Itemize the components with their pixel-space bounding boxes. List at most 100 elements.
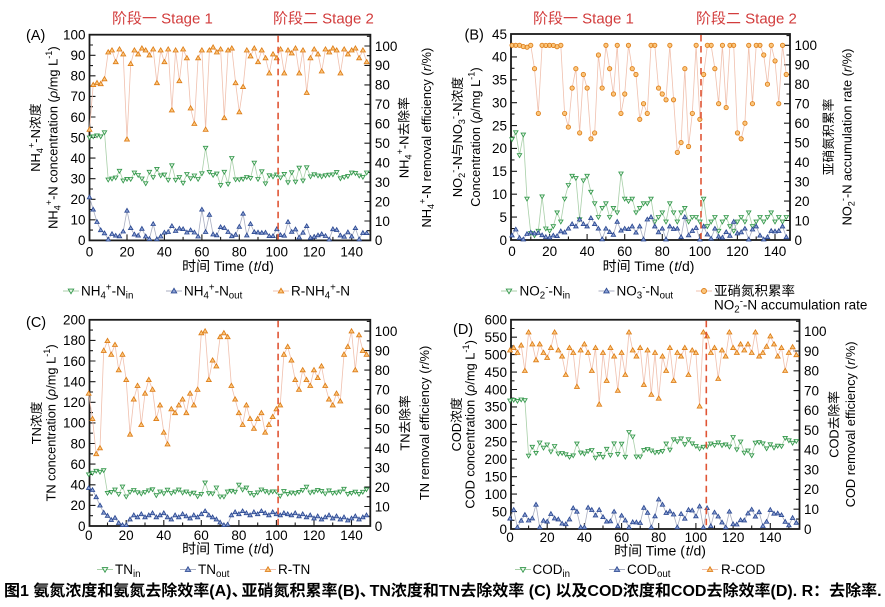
svg-text:80: 80 [232, 244, 247, 259]
svg-text:140: 140 [759, 530, 782, 545]
svg-text:25: 25 [492, 118, 507, 133]
svg-text:NH: NH [46, 210, 61, 228]
svg-text:+: + [106, 283, 112, 294]
svg-text:90: 90 [795, 58, 810, 73]
svg-text:t: t [254, 258, 259, 274]
svg-text:-N: -N [46, 186, 61, 200]
svg-text:NO: NO [520, 284, 540, 299]
svg-text:160: 160 [63, 354, 86, 369]
svg-text:30: 30 [795, 174, 810, 189]
svg-text:20: 20 [795, 194, 810, 209]
svg-text:Stage 2: Stage 2 [318, 11, 374, 28]
svg-text:COD removal efficiency (: COD removal efficiency ( [843, 365, 858, 508]
svg-text:t: t [686, 543, 691, 559]
svg-text:ρ: ρ [463, 385, 478, 393]
svg-text:0: 0 [85, 528, 93, 543]
svg-text:30: 30 [804, 463, 819, 478]
svg-text:r: r [419, 66, 434, 71]
svg-text:120: 120 [303, 528, 326, 543]
svg-text:500: 500 [484, 347, 507, 362]
svg-text:120: 120 [63, 395, 86, 410]
svg-text:-: - [449, 116, 459, 119]
svg-text:-N: -N [450, 156, 465, 170]
svg-text:-: - [449, 170, 459, 173]
svg-text:140: 140 [63, 375, 86, 390]
svg-text:300: 300 [484, 417, 507, 432]
svg-text:-N: -N [419, 185, 434, 199]
svg-text:50: 50 [492, 504, 507, 519]
svg-text:NO: NO [617, 284, 637, 299]
svg-text:100: 100 [689, 244, 712, 259]
svg-text:80: 80 [651, 530, 666, 545]
svg-text:400: 400 [484, 382, 507, 397]
svg-text:concentration (: concentration ( [46, 97, 61, 186]
svg-text:ρ: ρ [44, 389, 59, 397]
svg-text:30: 30 [70, 172, 85, 187]
svg-text:COD: COD [587, 583, 623, 600]
svg-text:10: 10 [375, 499, 390, 514]
svg-text:(D). R: (D). R [771, 583, 814, 600]
svg-text:100: 100 [804, 324, 827, 339]
svg-text:in: in [133, 569, 141, 580]
svg-text:TN: TN [198, 562, 216, 577]
svg-text:40: 40 [580, 244, 595, 259]
svg-text:100: 100 [685, 530, 708, 545]
svg-text:4: 4 [35, 148, 45, 153]
svg-text:100: 100 [375, 39, 398, 54]
svg-text:0: 0 [804, 522, 812, 537]
svg-text:60: 60 [614, 530, 629, 545]
svg-text:180: 180 [63, 333, 86, 348]
svg-text:+: + [330, 283, 336, 294]
svg-text:Time (: Time ( [210, 258, 253, 274]
svg-text:in: in [126, 291, 134, 302]
svg-text:/d): /d) [258, 258, 274, 274]
svg-text:100: 100 [795, 38, 818, 53]
svg-text:(A): (A) [209, 583, 231, 600]
svg-text:200: 200 [63, 313, 86, 328]
svg-text:accumulation rate (: accumulation rate ( [840, 71, 855, 184]
svg-text:concentration (: concentration ( [463, 391, 478, 480]
svg-text:2: 2 [457, 173, 467, 178]
svg-text:NO: NO [450, 124, 465, 143]
svg-text:removal efficiency (: removal efficiency ( [419, 71, 434, 185]
svg-text:100: 100 [266, 244, 289, 259]
svg-text:in: in [563, 291, 571, 302]
svg-text:10: 10 [804, 502, 819, 517]
svg-text:NH: NH [419, 209, 434, 227]
svg-text:70: 70 [795, 97, 810, 112]
svg-text:50: 50 [804, 423, 819, 438]
svg-text:Concentration (: Concentration ( [468, 118, 483, 206]
svg-text:70: 70 [375, 97, 390, 112]
svg-text:100: 100 [484, 487, 507, 502]
svg-text:40: 40 [157, 244, 172, 259]
svg-text:0: 0 [375, 233, 383, 248]
svg-text:NH: NH [81, 284, 101, 299]
svg-text:-N: -N [336, 284, 350, 299]
svg-text:-1: -1 [44, 51, 54, 59]
svg-text:0: 0 [78, 519, 86, 534]
svg-text:-1: -1 [461, 344, 471, 352]
svg-text:r: r [840, 67, 855, 72]
svg-text:50: 50 [795, 135, 810, 150]
svg-text:70: 70 [804, 383, 819, 398]
svg-text:NO: NO [840, 206, 855, 225]
svg-text:50: 50 [375, 421, 390, 436]
svg-text:450: 450 [484, 365, 507, 380]
svg-text:4: 4 [426, 204, 436, 209]
svg-text:0: 0 [506, 530, 514, 545]
svg-text:10: 10 [375, 214, 390, 229]
svg-text:40: 40 [375, 441, 390, 456]
svg-text:NH: NH [28, 153, 43, 171]
svg-text:1: 1 [20, 583, 33, 600]
svg-text:150: 150 [484, 470, 507, 485]
svg-text:5: 5 [499, 210, 507, 225]
svg-text:3: 3 [457, 119, 467, 124]
svg-text:90: 90 [375, 343, 390, 358]
svg-text:+: + [209, 283, 215, 294]
svg-text:0: 0 [499, 522, 507, 537]
svg-text:TN: TN [44, 484, 59, 501]
svg-text:60: 60 [194, 244, 209, 259]
svg-text:+: + [395, 149, 405, 154]
svg-text:200: 200 [484, 452, 507, 467]
svg-text:4: 4 [204, 291, 210, 302]
